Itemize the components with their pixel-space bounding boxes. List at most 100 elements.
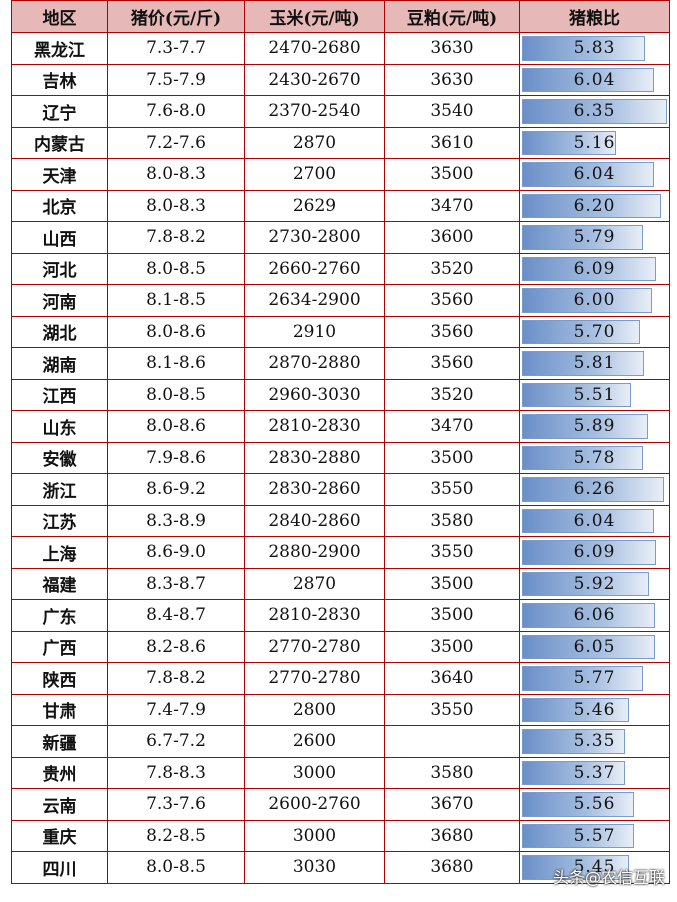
- ratio-value: 5.77: [573, 668, 616, 689]
- ratio-value: 6.09: [573, 542, 616, 563]
- ratio-cell: 6.05: [519, 630, 670, 663]
- ratio-cell: 5.83: [519, 32, 670, 65]
- watermark: 头条@农信互联: [552, 868, 665, 887]
- ratio-cell: 5.51: [519, 378, 670, 411]
- region-cell: 江西: [11, 378, 108, 411]
- ratio-data-bar: [522, 571, 649, 596]
- ratio-value: 5.70: [573, 321, 616, 342]
- region-cell: 广东: [11, 599, 108, 632]
- ratio-value: 6.04: [573, 510, 616, 531]
- corn-price-cell: 2600: [244, 725, 385, 758]
- table-row: 福建 8.3-8.7 2870 3500 5.92: [11, 567, 670, 600]
- ratio-cell: 5.77: [519, 662, 670, 695]
- ratio-cell: 6.06: [519, 599, 670, 632]
- soymeal-price-cell: 3520: [384, 252, 520, 285]
- soymeal-price-cell: 3500: [384, 158, 520, 191]
- table-row: 辽宁 7.6-8.0 2370-2540 3540 6.35: [11, 95, 670, 128]
- table-row: 河南 8.1-8.5 2634-2900 3560 6.00: [11, 284, 670, 317]
- table-row: 湖北 8.0-8.6 2910 3560 5.70: [11, 315, 670, 348]
- ratio-cell: 5.56: [519, 788, 670, 821]
- table-row: 北京 8.0-8.3 2629 3470 6.20: [11, 189, 670, 222]
- soymeal-price-cell: 3600: [384, 221, 520, 254]
- soymeal-price-cell: 3560: [384, 315, 520, 348]
- pig-price-cell: 8.0-8.6: [107, 410, 245, 443]
- soymeal-price-cell: 3500: [384, 599, 520, 632]
- ratio-value: 6.00: [573, 290, 616, 311]
- table-row: 湖南 8.1-8.6 2870-2880 3560 5.81: [11, 347, 670, 380]
- pig-price-cell: 7.6-8.0: [107, 95, 245, 128]
- soymeal-price-cell: 3500: [384, 567, 520, 600]
- header-pig-price: 猪价(元/斤): [107, 0, 245, 33]
- ratio-data-bar: [522, 130, 617, 155]
- ratio-value: 5.83: [573, 38, 616, 59]
- corn-price-cell: 2770-2780: [244, 662, 385, 695]
- corn-price-cell: 2830-2880: [244, 441, 385, 474]
- region-cell: 黑龙江: [11, 32, 108, 65]
- table-row: 云南 7.3-7.6 2600-2760 3670 5.56: [11, 788, 670, 821]
- pig-price-cell: 7.8-8.3: [107, 756, 245, 789]
- region-cell: 新疆: [11, 725, 108, 758]
- ratio-cell: 5.78: [519, 441, 670, 474]
- corn-price-cell: 2700: [244, 158, 385, 191]
- ratio-cell: 5.35: [519, 725, 670, 758]
- ratio-value: 5.89: [573, 416, 616, 437]
- ratio-value: 5.46: [573, 699, 616, 720]
- pig-price-cell: 7.9-8.6: [107, 441, 245, 474]
- ratio-value: 5.81: [573, 353, 616, 374]
- table-row: 广东 8.4-8.7 2810-2830 3500 6.06: [11, 599, 670, 632]
- ratio-data-bar: [522, 729, 625, 754]
- ratio-cell: 6.00: [519, 284, 670, 317]
- ratio-data-bar: [522, 792, 634, 817]
- ratio-cell: 5.89: [519, 410, 670, 443]
- ratio-data-bar: [522, 193, 661, 218]
- region-cell: 重庆: [11, 819, 108, 852]
- region-cell: 广西: [11, 630, 108, 663]
- corn-price-cell: 2629: [244, 189, 385, 222]
- soymeal-price-cell: [384, 725, 520, 758]
- ratio-cell: 5.37: [519, 756, 670, 789]
- ratio-data-bar: [522, 855, 629, 880]
- pig-price-cell: 8.0-8.6: [107, 315, 245, 348]
- pig-price-cell: 8.3-8.7: [107, 567, 245, 600]
- ratio-cell: 6.26: [519, 473, 670, 506]
- ratio-data-bar: [522, 225, 644, 250]
- ratio-cell: 6.04: [519, 504, 670, 537]
- ratio-data-bar: [522, 666, 643, 691]
- ratio-value: 5.45: [573, 857, 616, 878]
- table-row: 陕西 7.8-8.2 2770-2780 3640 5.77: [11, 662, 670, 695]
- table-row: 甘肃 7.4-7.9 2800 3550 5.46: [11, 693, 670, 726]
- corn-price-cell: 2600-2760: [244, 788, 385, 821]
- ratio-value: 5.35: [573, 731, 616, 752]
- table-row: 山西 7.8-8.2 2730-2800 3600 5.79: [11, 221, 670, 254]
- ratio-data-bar: [522, 603, 655, 628]
- soymeal-price-cell: 3630: [384, 32, 520, 65]
- ratio-data-bar: [522, 697, 630, 722]
- pig-price-cell: 8.3-8.9: [107, 504, 245, 537]
- ratio-value: 6.20: [573, 195, 616, 216]
- pig-grain-ratio-table: 地区 猪价(元/斤) 玉米(元/吨) 豆粕(元/吨) 猪粮比 黑龙江 7.3-7.…: [11, 0, 670, 884]
- ratio-value: 5.78: [573, 447, 616, 468]
- soymeal-price-cell: 3500: [384, 630, 520, 663]
- table-row: 黑龙江 7.3-7.7 2470-2680 3630 5.83: [11, 32, 670, 65]
- table-row: 河北 8.0-8.5 2660-2760 3520 6.09: [11, 252, 670, 285]
- soymeal-price-cell: 3680: [384, 819, 520, 852]
- soymeal-price-cell: 3550: [384, 693, 520, 726]
- pig-price-cell: 8.4-8.7: [107, 599, 245, 632]
- region-cell: 山东: [11, 410, 108, 443]
- pig-price-cell: 7.5-7.9: [107, 63, 245, 96]
- soymeal-price-cell: 3550: [384, 536, 520, 569]
- table-row: 浙江 8.6-9.2 2830-2860 3550 6.26: [11, 473, 670, 506]
- corn-price-cell: 2810-2830: [244, 599, 385, 632]
- ratio-cell: 6.04: [519, 63, 670, 96]
- region-cell: 辽宁: [11, 95, 108, 128]
- ratio-data-bar: [522, 67, 655, 92]
- header-soymeal-price: 豆粕(元/吨): [384, 0, 520, 33]
- corn-price-cell: 2800: [244, 693, 385, 726]
- soymeal-price-cell: 3580: [384, 504, 520, 537]
- soymeal-price-cell: 3640: [384, 662, 520, 695]
- ratio-value: 5.51: [573, 384, 616, 405]
- region-cell: 江苏: [11, 504, 108, 537]
- ratio-cell: 6.35: [519, 95, 670, 128]
- ratio-data-bar: [522, 540, 657, 565]
- pig-price-cell: 8.1-8.5: [107, 284, 245, 317]
